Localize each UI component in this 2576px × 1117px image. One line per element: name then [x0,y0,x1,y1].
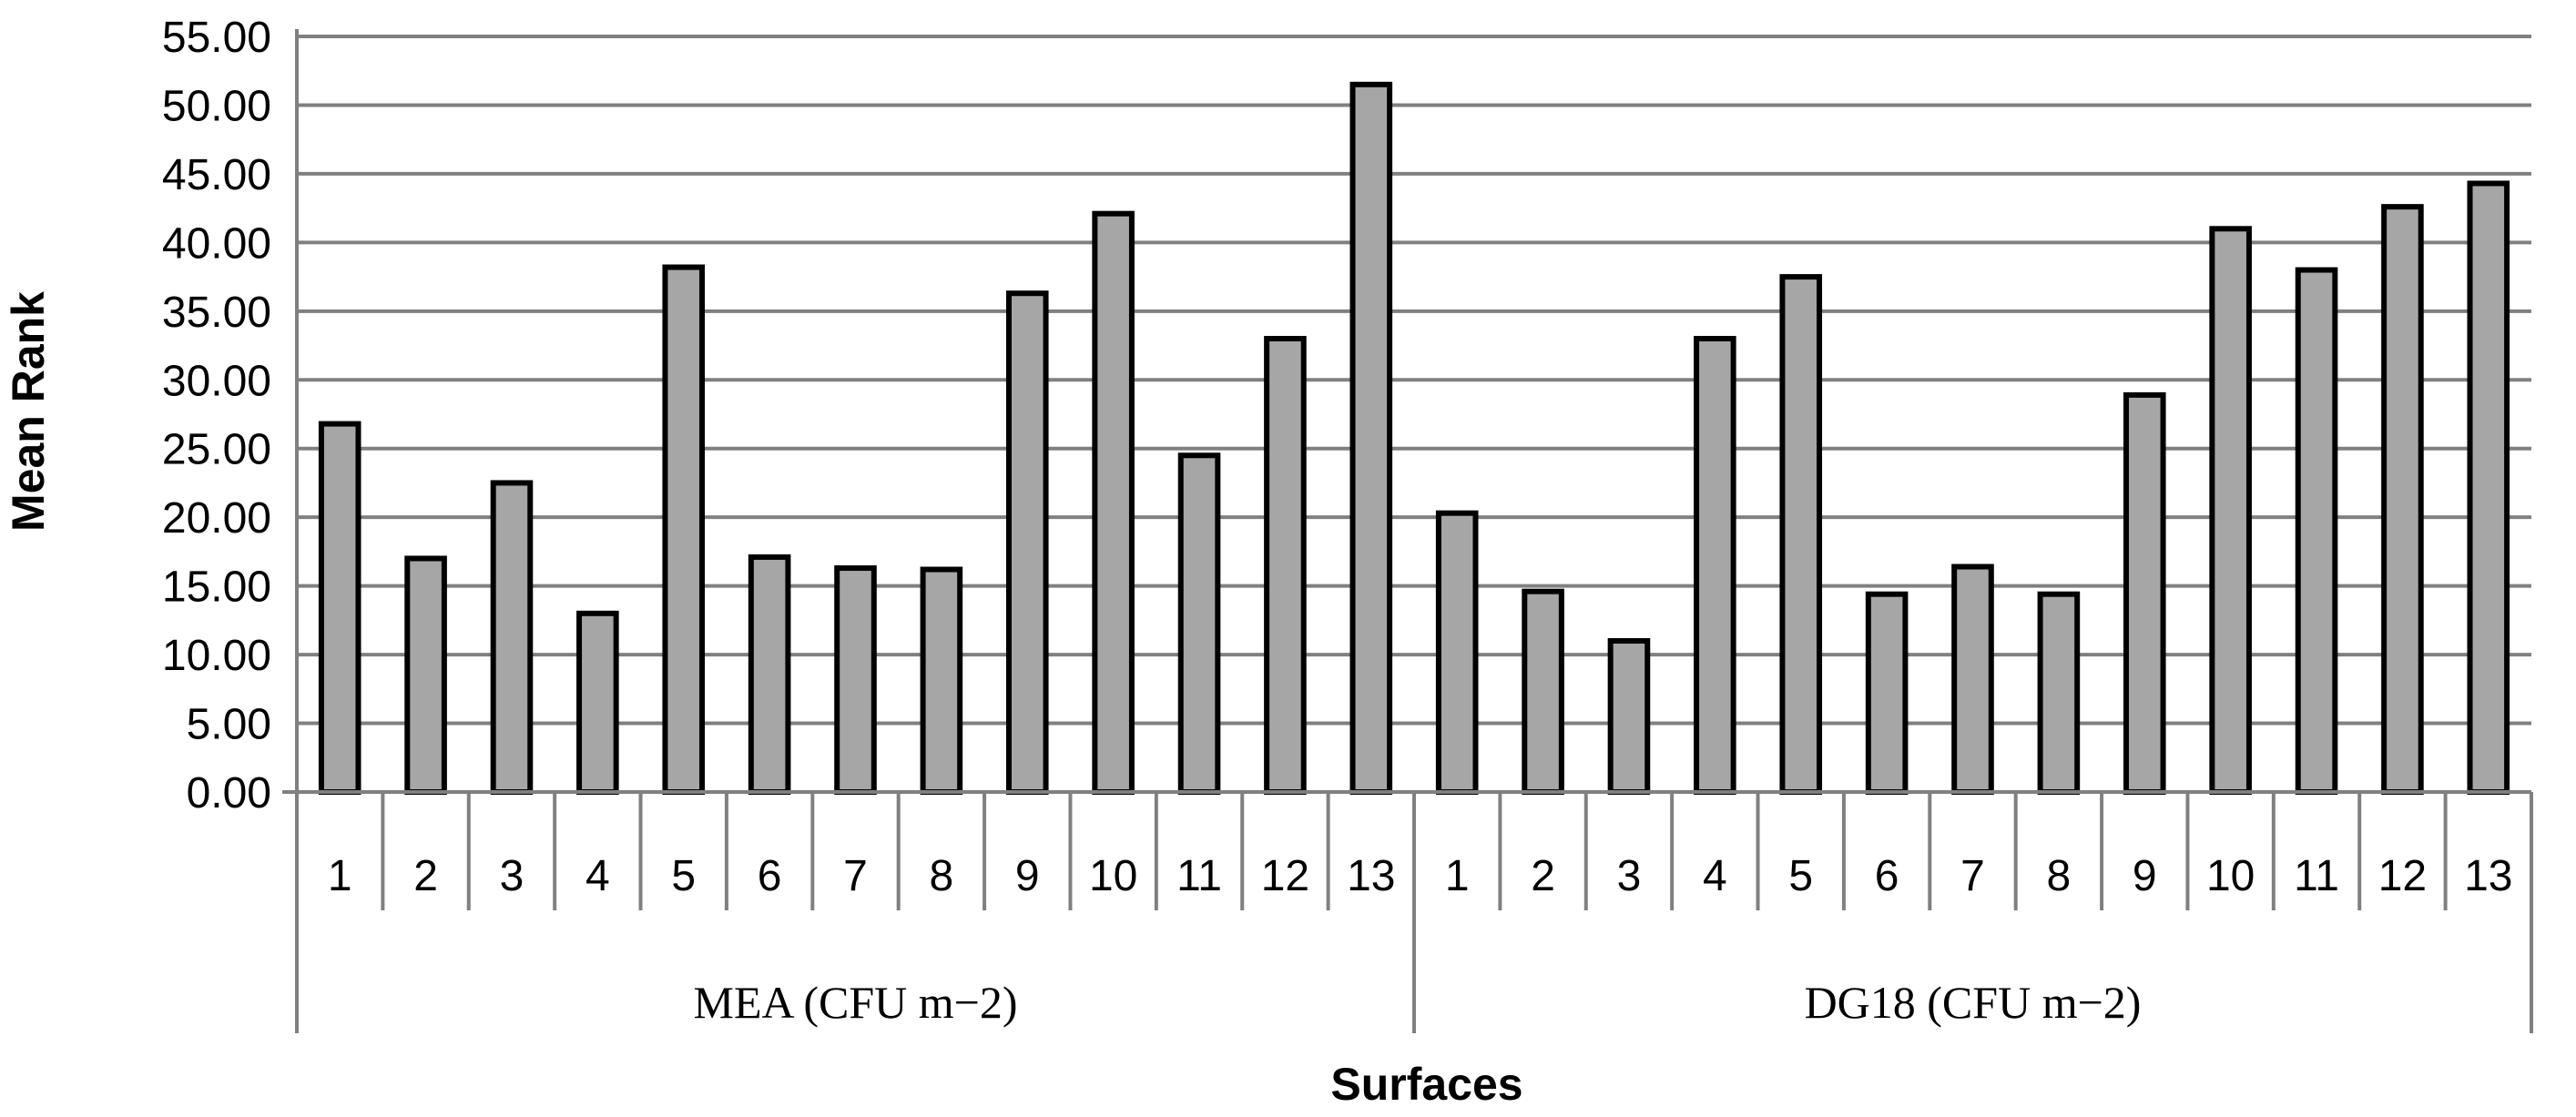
bar [1435,510,1479,795]
bar [834,565,877,795]
y-tick-labels: 0.00 5.00 10.00 15.00 20.00 25.00 30.00 35.00 40… [162,14,271,817]
bars [318,81,2510,796]
x-category-label: 9 [1015,852,1040,900]
x-category-label: 10 [2206,852,2255,900]
bar [2037,591,2081,796]
group-labels: MEA (CFU m−2) DG18 (CFU m−2) [693,977,2141,1028]
bar [1865,591,1909,796]
bar [318,421,361,795]
x-category-labels: 1 2 3 4 5 6 7 8 9 10 11 12 13 1 2 3 4 5 6 7 8 9 10 11 12 13 [328,852,2513,900]
bar [404,555,447,795]
x-category-label: 6 [1875,852,1899,900]
x-category-label: 11 [2294,852,2339,900]
bar [490,480,534,795]
bar [2209,226,2252,796]
bar [748,553,791,795]
y-tick-label: 45.00 [162,151,271,199]
x-category-label: 8 [930,852,954,900]
x-category-label: 12 [1261,852,1309,900]
x-category-label: 4 [1703,852,1727,900]
bar [2467,180,2510,796]
y-tick-label: 25.00 [162,426,271,474]
y-tick-label: 5.00 [187,701,271,749]
y-axis-title: Mean Rank [3,291,54,532]
x-axis-title: Surfaces [1330,1059,1522,1110]
x-category-label: 5 [1788,852,1813,900]
bar [1694,336,1736,795]
axes [282,29,2533,1033]
bar [2381,204,2424,796]
x-category-label: 13 [2464,852,2512,900]
bar [576,610,619,795]
x-category-label: 5 [671,852,696,900]
y-tick-label: 55.00 [162,14,271,62]
y-tick-label: 50.00 [162,82,271,130]
x-category-label: 1 [1445,852,1470,900]
y-tick-label: 10.00 [162,632,271,680]
bar [1779,274,1823,796]
x-category-label: 2 [413,852,438,900]
x-category-label: 13 [1347,852,1395,900]
bar [2123,391,2166,795]
x-category-label: 10 [1089,852,1137,900]
gridlines [297,35,2531,726]
bar [662,264,706,795]
x-category-label: 4 [585,852,610,900]
x-category-label: 9 [2133,852,2157,900]
bar [1951,564,1994,795]
x-group-label: MEA (CFU m−2) [693,977,1017,1028]
x-category-label: 2 [1531,852,1555,900]
y-tick-label: 0.00 [187,769,271,817]
x-category-label: 11 [1176,852,1222,900]
y-tick-label: 20.00 [162,494,271,543]
x-category-label: 7 [843,852,868,900]
bar [1092,210,1135,795]
bar [1264,336,1307,795]
bar [1607,638,1651,795]
x-category-label: 3 [1617,852,1642,900]
y-tick-label: 35.00 [162,289,271,337]
y-tick-label: 40.00 [162,219,271,268]
bar [1177,452,1221,795]
x-category-label: 12 [2378,852,2427,900]
x-category-label: 1 [328,852,352,900]
x-category-label: 3 [500,852,524,900]
bar [1005,290,1049,795]
bar [920,566,963,796]
x-category-label: 6 [758,852,782,900]
bar [1349,81,1393,796]
y-tick-label: 15.00 [162,564,271,612]
x-category-label: 7 [1960,852,1985,900]
x-category-label: 8 [2047,852,2072,900]
bar [1522,588,1564,795]
bar [2295,267,2338,795]
x-group-label: DG18 (CFU m−2) [1805,977,2142,1028]
y-tick-label: 30.00 [162,357,271,405]
